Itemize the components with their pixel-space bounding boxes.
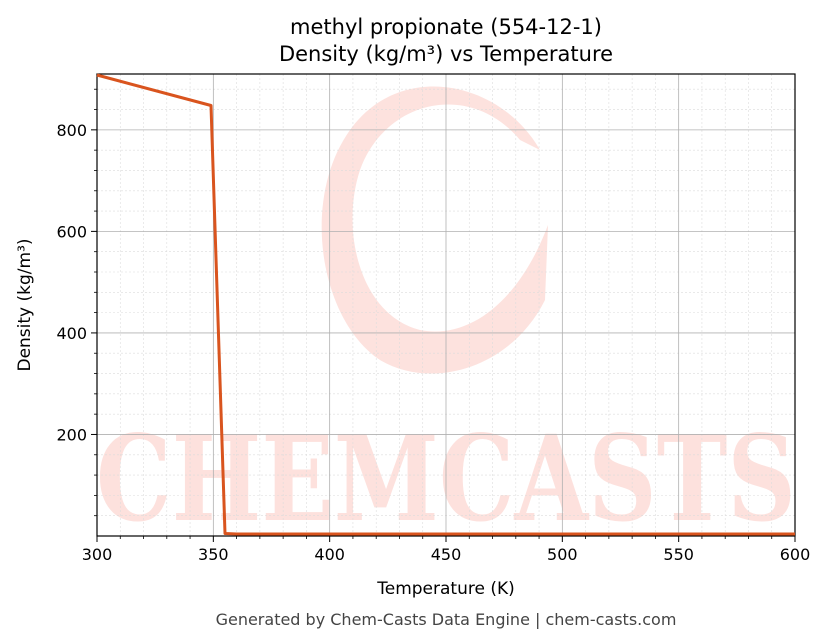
x-tick-label: 400 [314,545,345,564]
y-tick-label: 600 [56,222,87,241]
x-tick-label: 300 [82,545,113,564]
chart-title: methyl propionate (554-12-1) [290,15,602,39]
y-tick-label: 400 [56,324,87,343]
x-tick-label: 550 [663,545,694,564]
x-tick-label: 350 [198,545,229,564]
series-layer [96,73,795,536]
x-tick-label: 600 [780,545,811,564]
y-axis-label: Density (kg/m³) [15,238,35,371]
y-axis: 200 400 600 800 [56,88,97,517]
x-axis-label: Temperature (K) [376,579,515,599]
footer-credit: Generated by Chem-Casts Data Engine | ch… [216,610,677,629]
series-line-1 [96,73,795,536]
x-tick-label: 450 [431,545,462,564]
x-tick-label: 500 [547,545,578,564]
x-axis: 300 350 400 450 500 550 600 [82,536,811,564]
chart-subtitle: Density (kg/m³) vs Temperature [279,42,613,66]
y-tick-label: 200 [56,425,87,444]
y-tick-label: 800 [56,121,87,140]
